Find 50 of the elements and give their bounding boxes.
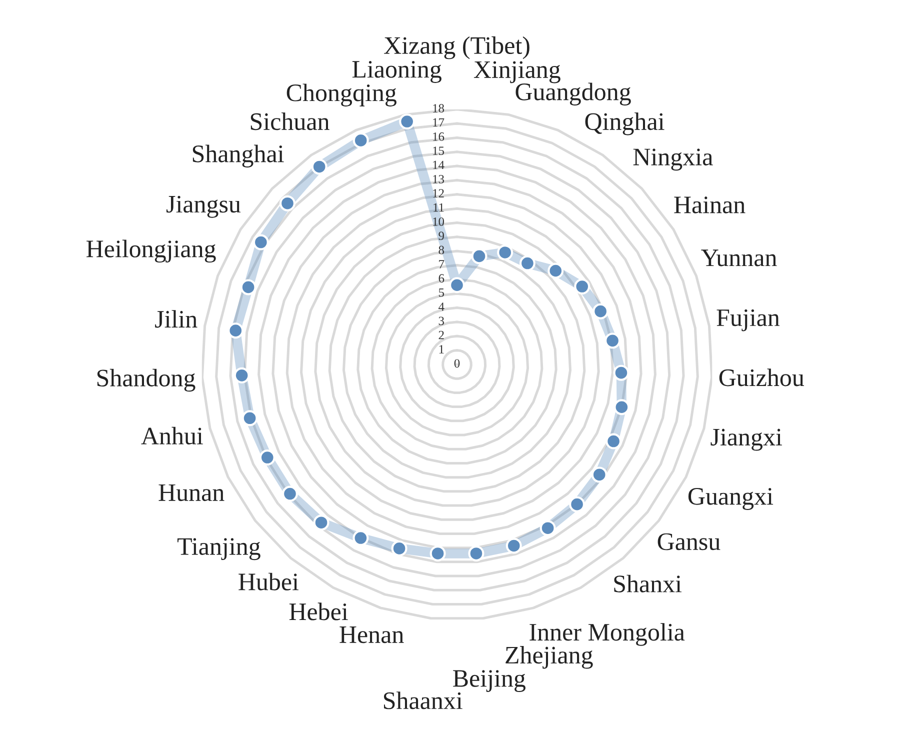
spoke-label: Xizang (Tibet) xyxy=(384,36,530,60)
spoke-label: Qinghai xyxy=(585,112,664,136)
y-tick-label: 2 xyxy=(438,330,444,340)
spoke-label: Guizhou xyxy=(719,368,804,386)
y-tick-label: 17 xyxy=(433,118,444,127)
y-tick-label: 0 xyxy=(454,359,460,368)
spoke-label: Chongqing xyxy=(286,84,396,106)
spoke-label: Inner Mongolia xyxy=(530,623,685,646)
spoke-label: Anhui xyxy=(141,426,203,445)
spoke-label: Xinjiang xyxy=(474,61,560,84)
spoke-label: Yunnan xyxy=(701,250,777,266)
y-tick-label: 7 xyxy=(439,260,444,268)
y-tick-label: 18 xyxy=(433,104,444,112)
spoke-label: Jiangsu xyxy=(166,196,241,218)
spoke-label: Shanghai xyxy=(192,144,284,168)
y-tick-label: 8 xyxy=(438,246,444,254)
spoke-label: Hunan xyxy=(158,484,224,502)
y-tick-label: 14 xyxy=(433,160,444,170)
y-tick-label: 6 xyxy=(438,274,444,283)
y-tick-label: 3 xyxy=(438,316,444,326)
spoke-label: Shaanxi xyxy=(384,692,462,710)
y-tick-label: 10 xyxy=(433,217,444,226)
spoke-label: Gansu xyxy=(658,533,720,550)
spoke-label: Heilongjiang xyxy=(86,240,216,263)
y-tick-label: 15 xyxy=(433,146,444,156)
y-tick-label: 4 xyxy=(438,302,444,311)
spoke-label: Henan xyxy=(340,626,404,644)
spoke-label: Guangdong xyxy=(516,82,631,106)
spoke-label: Fujian xyxy=(716,309,780,332)
spoke-label: Shanxi xyxy=(614,574,682,592)
spoke-label: Guangxi xyxy=(688,488,774,510)
spoke-label: Shandong xyxy=(97,368,196,392)
spoke-label: Ningxia xyxy=(633,148,713,171)
spoke-label: Jilin xyxy=(155,310,198,328)
spoke-label: Sichuan xyxy=(250,112,330,130)
y-tick-label: 1 xyxy=(439,345,444,354)
y-tick-label: 11 xyxy=(434,203,444,212)
spoke-label: Liaoning xyxy=(352,61,442,83)
spoke-label: Zhejiang xyxy=(506,646,593,669)
spoke-label: Tianjing xyxy=(177,538,260,560)
y-tick-label: 9 xyxy=(438,232,444,240)
y-tick-label: 16 xyxy=(433,132,444,141)
spoke-label: Hainan xyxy=(674,196,746,214)
spoke-label: Hebei xyxy=(289,602,348,620)
y-tick-label: 5 xyxy=(438,288,444,297)
y-tick-label: 12 xyxy=(433,189,444,198)
spoke-label: Hubei xyxy=(238,572,299,590)
y-tick-label: 13 xyxy=(433,174,444,184)
spoke-label: Jiangxi xyxy=(710,428,782,451)
spoke-label: Beijing xyxy=(453,670,526,692)
